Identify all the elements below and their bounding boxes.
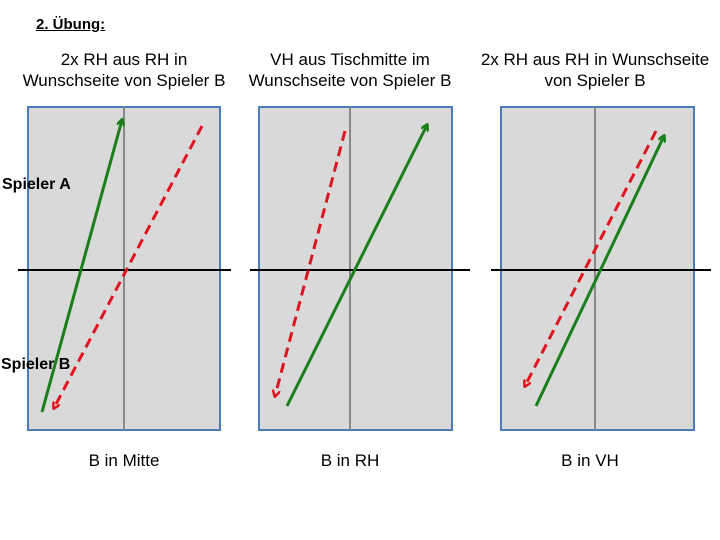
- player-label: Spieler A: [2, 176, 71, 193]
- heading: 2. Übung:: [36, 16, 106, 33]
- panel-title: 2x RH aus RH in Wunschseite von Spieler …: [22, 50, 226, 90]
- table-1: [18, 106, 231, 431]
- panel-caption: B in RH: [320, 451, 380, 470]
- table-2: [250, 106, 470, 431]
- panel-title: VH aus Tischmitte im Wunschseite von Spi…: [248, 50, 452, 90]
- player-label: Spieler B: [1, 356, 71, 373]
- table-3: [491, 106, 711, 431]
- panel-caption: B in Mitte: [88, 451, 160, 470]
- panel-title: 2x RH aus RH in Wunschseite von Spieler …: [480, 50, 710, 90]
- panel-caption: B in VH: [561, 451, 619, 470]
